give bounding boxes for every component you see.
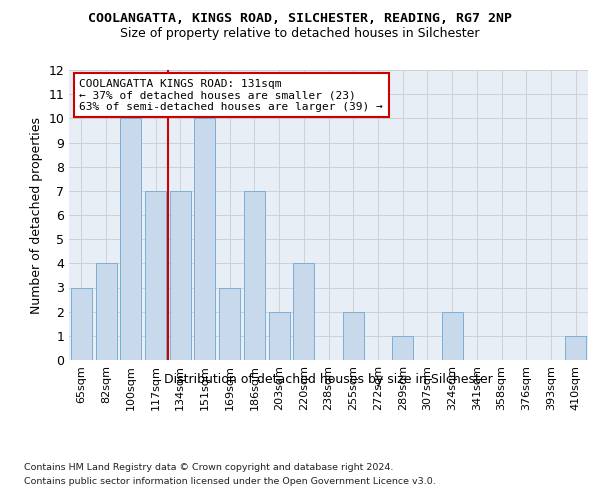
Bar bbox=[269, 312, 290, 360]
Bar bbox=[194, 118, 215, 360]
Bar bbox=[244, 191, 265, 360]
Bar bbox=[392, 336, 413, 360]
Bar bbox=[170, 191, 191, 360]
Bar bbox=[145, 191, 166, 360]
Y-axis label: Number of detached properties: Number of detached properties bbox=[30, 116, 43, 314]
Text: Contains HM Land Registry data © Crown copyright and database right 2024.: Contains HM Land Registry data © Crown c… bbox=[24, 462, 394, 471]
Bar bbox=[71, 288, 92, 360]
Bar bbox=[120, 118, 141, 360]
Text: Contains public sector information licensed under the Open Government Licence v3: Contains public sector information licen… bbox=[24, 478, 436, 486]
Bar bbox=[95, 264, 116, 360]
Bar bbox=[293, 264, 314, 360]
Bar bbox=[343, 312, 364, 360]
Text: Distribution of detached houses by size in Silchester: Distribution of detached houses by size … bbox=[164, 372, 493, 386]
Bar bbox=[219, 288, 240, 360]
Text: COOLANGATTA, KINGS ROAD, SILCHESTER, READING, RG7 2NP: COOLANGATTA, KINGS ROAD, SILCHESTER, REA… bbox=[88, 12, 512, 26]
Bar bbox=[565, 336, 586, 360]
Text: COOLANGATTA KINGS ROAD: 131sqm
← 37% of detached houses are smaller (23)
63% of : COOLANGATTA KINGS ROAD: 131sqm ← 37% of … bbox=[79, 78, 383, 112]
Text: Size of property relative to detached houses in Silchester: Size of property relative to detached ho… bbox=[120, 28, 480, 40]
Bar bbox=[442, 312, 463, 360]
